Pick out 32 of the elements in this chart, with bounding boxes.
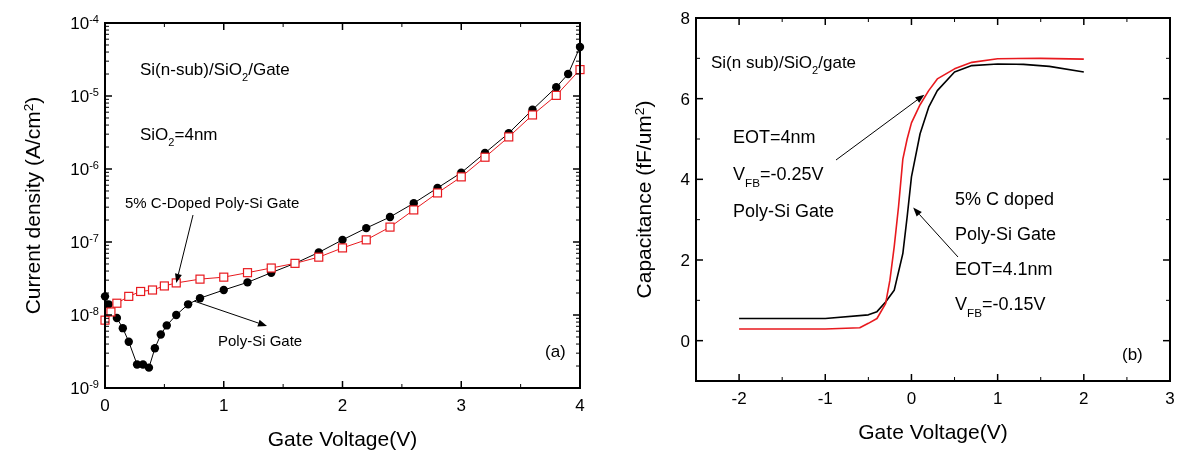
x-tick-label: 2: [337, 396, 348, 415]
y-tick-label: 0: [680, 331, 690, 351]
x-tick-label: 1: [992, 389, 1003, 408]
x-tick-label: 4: [575, 396, 585, 415]
y-tick-label: 10$^{-7}$: [70, 232, 99, 252]
annotation: SiO$_{2}$=4nm: [140, 125, 218, 148]
annotation: Poly-Si Gate: [218, 332, 303, 349]
annotation: Si(n sub)/SiO$_{2}$/gate: [711, 53, 857, 76]
annotation: (b): [1122, 345, 1143, 364]
x-axis-title: Gate Voltage(V): [267, 427, 418, 450]
x-tick-label: 1: [219, 396, 229, 415]
y-tick-label: 4: [680, 170, 690, 190]
y-tick-label: 8: [680, 9, 690, 28]
y-tick-label: 6: [680, 89, 690, 109]
annotation: Si(n-sub)/SiO$_{2}$/Gate: [140, 60, 290, 83]
x-tick-label: 0: [906, 389, 917, 408]
y-tick-label: 2: [680, 251, 690, 270]
x-tick-label: 3: [456, 396, 466, 415]
annotation: 5% C-Doped Poly-Si Gate: [125, 194, 300, 211]
x-tick-label: 2: [1079, 389, 1089, 408]
y-tick-label: 10$^{-9}$: [70, 378, 99, 398]
annotation: EOT=4nm V$_{FB}$=-0.25V Poly-Si Gate: [733, 127, 835, 221]
annotation: 5% C doped Poly-Si Gate EOT=4.1nm V$_{FB}$=-0.15V: [955, 189, 1057, 319]
x-tick-label: -1: [817, 389, 833, 408]
y-tick-label: 10$^{-6}$: [70, 159, 99, 179]
y-tick-label: 10$^{-4}$: [70, 13, 99, 33]
x-axis-title: Gate Voltage(V): [858, 420, 1008, 443]
y-tick-label: 10$^{-8}$: [70, 305, 99, 325]
x-tick-label: 3: [1165, 389, 1175, 408]
x-tick-label: -2: [731, 389, 747, 408]
annotation: (a): [545, 342, 566, 361]
y-tick-label: 10$^{-5}$: [70, 86, 99, 106]
